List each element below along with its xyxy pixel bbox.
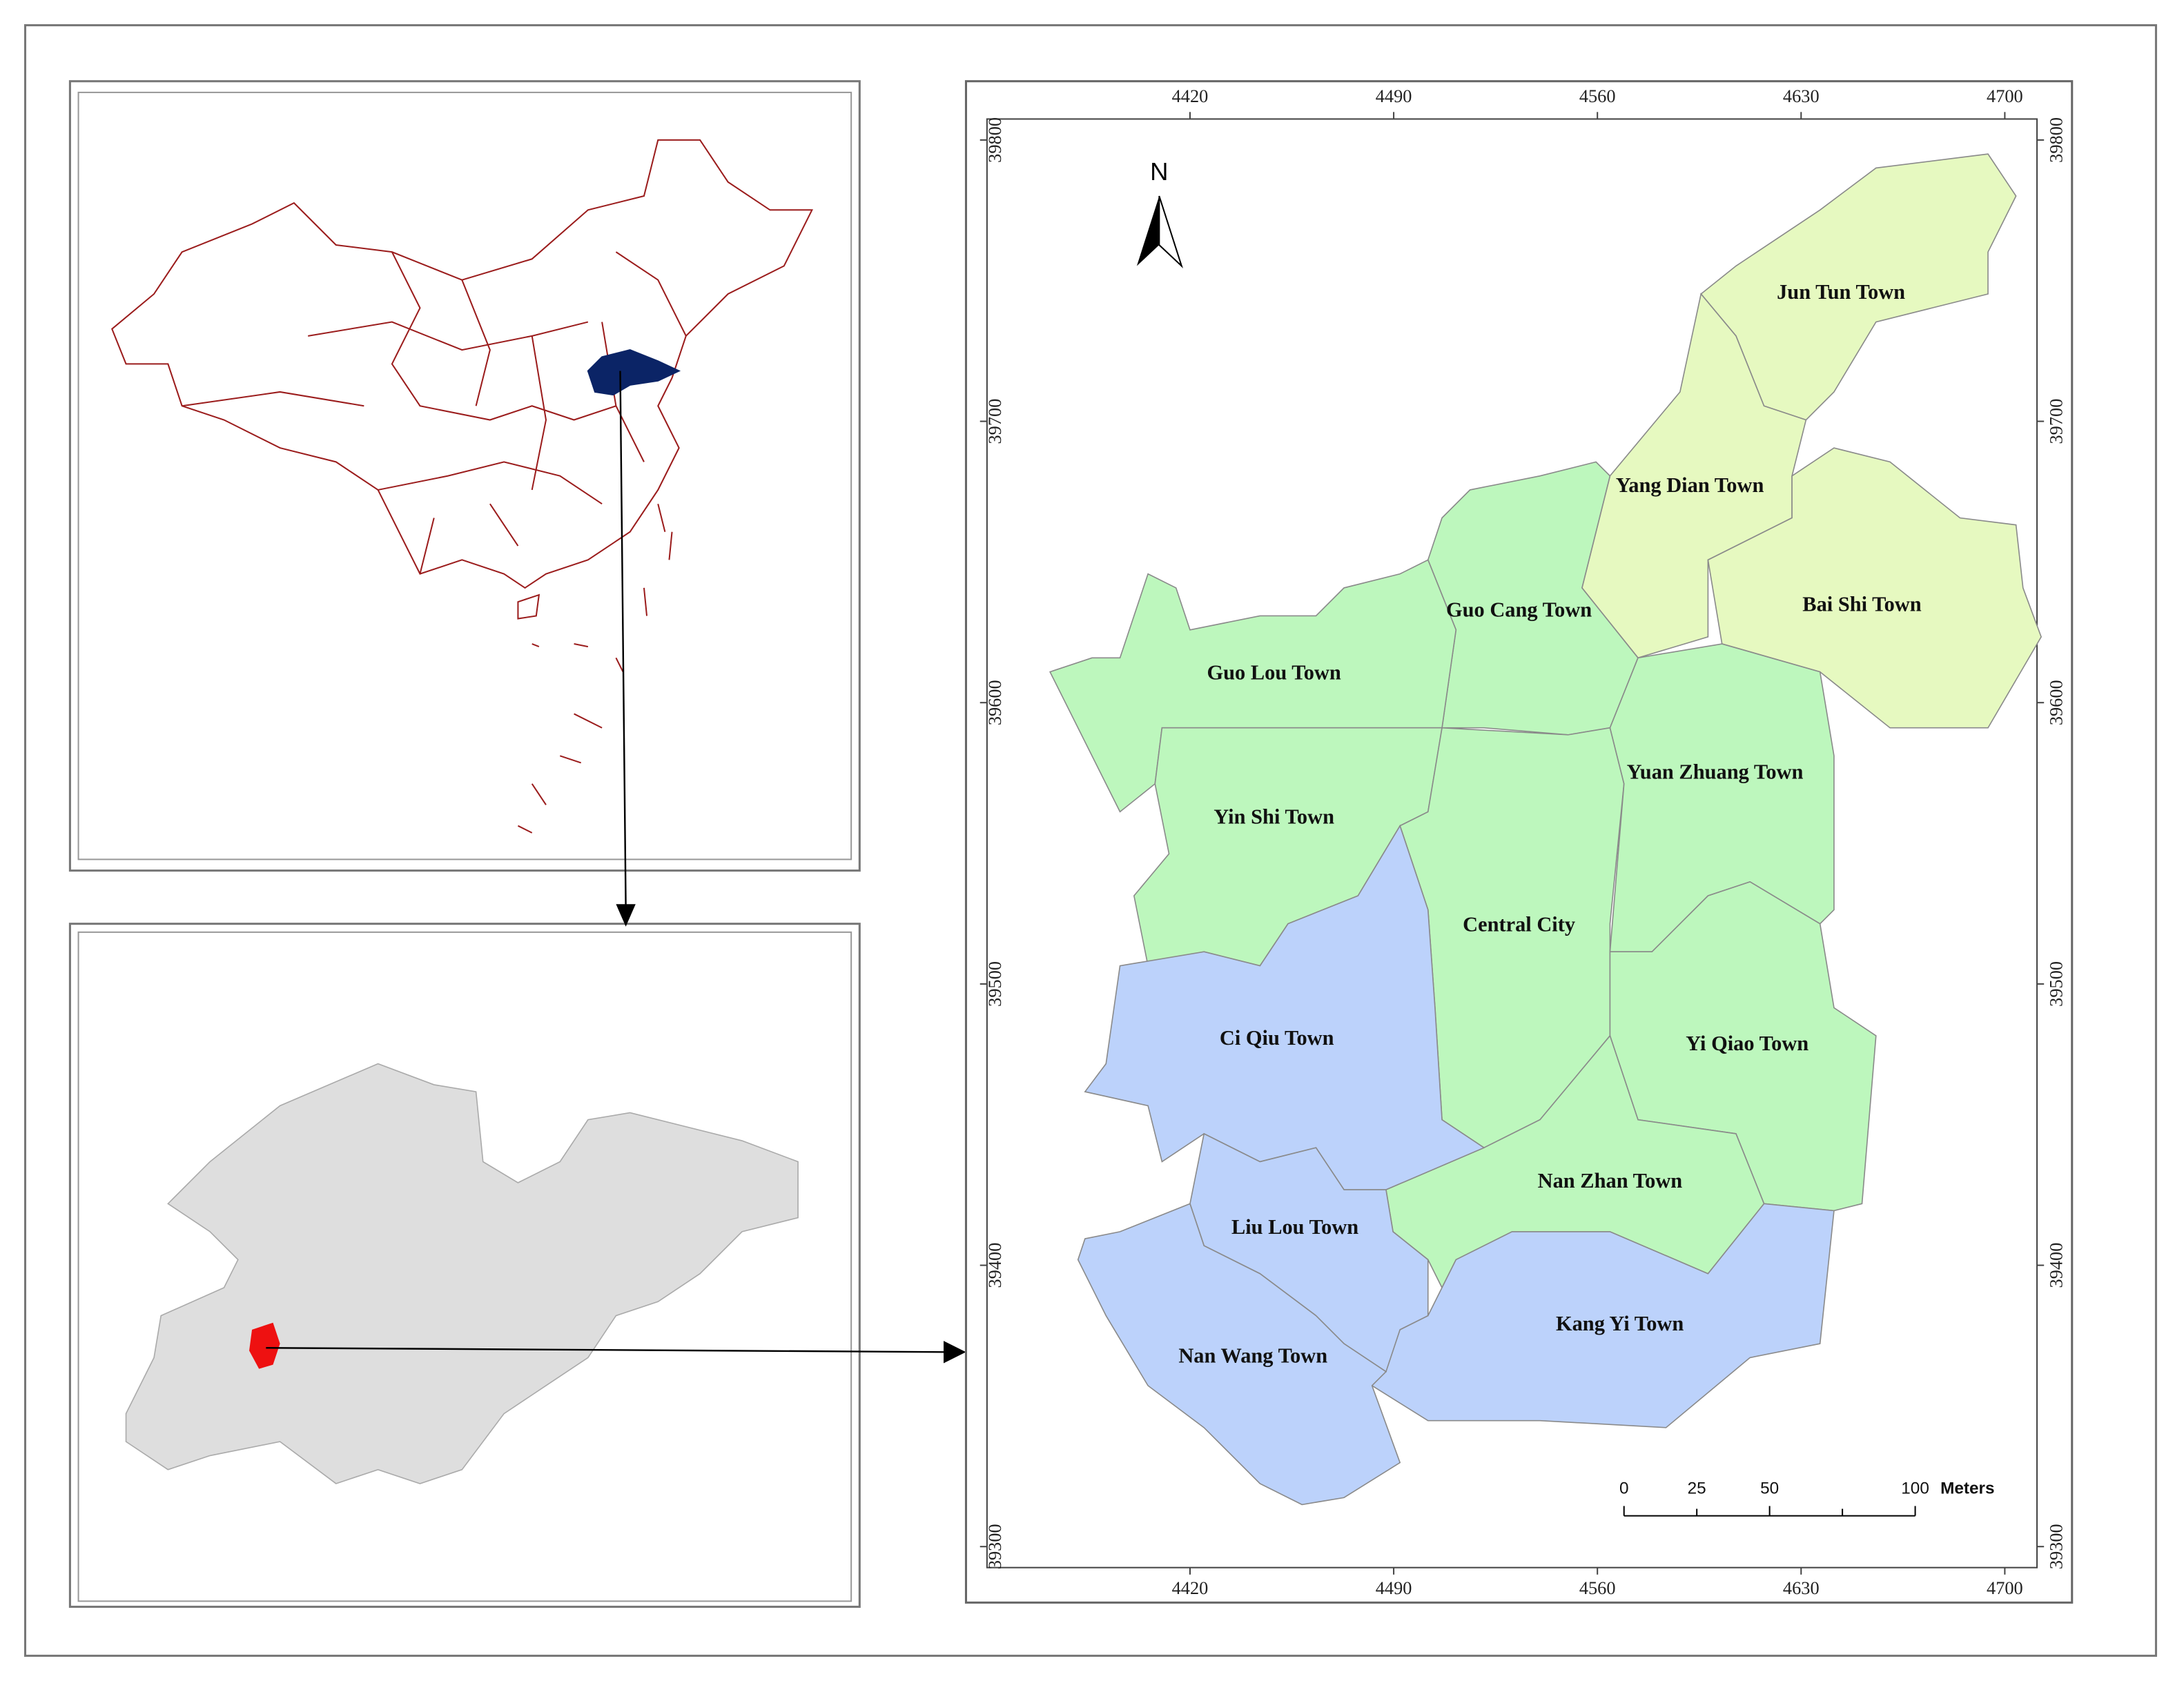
town-label: Guo Cang Town [1446, 598, 1592, 621]
x-tick-label: 4630 [1783, 1578, 1820, 1598]
china-panel [68, 80, 861, 872]
north-label: N [1150, 157, 1168, 186]
y-tick-label: 39700 [985, 399, 1005, 444]
y-tick-label: 39400 [2047, 1243, 2067, 1288]
x-tick-label: 4490 [1376, 86, 1412, 106]
town-polygons [1049, 153, 2042, 1506]
town-label: Jun Tun Town [1777, 280, 1905, 304]
town-label: Central City [1463, 913, 1575, 936]
y-tick-label: 39500 [2047, 961, 2067, 1007]
town-label: Kang Yi Town [1556, 1312, 1684, 1335]
y-tick-label: 39400 [985, 1243, 1005, 1288]
scale-label: 25 [1688, 1479, 1706, 1497]
map-frame [964, 80, 2074, 1604]
x-tick-label: 4630 [1783, 86, 1820, 106]
shandong-map [125, 1063, 799, 1484]
scale-bar: Meters [1623, 1479, 1995, 1517]
shandong-panel [68, 923, 861, 1608]
x-tick-label: 4420 [1172, 1578, 1209, 1598]
town-label: Bai Shi Town [1802, 592, 1922, 616]
x-tick-label: 4700 [1987, 86, 2023, 106]
y-tick-label: 39500 [985, 961, 1005, 1007]
shandong-highlight [587, 349, 681, 396]
y-tick-label: 39700 [2047, 399, 2067, 444]
connector-arrows [266, 371, 966, 1364]
y-tick-label: 39800 [985, 117, 1005, 163]
x-tick-label: 4420 [1172, 86, 1209, 106]
outer-frame [23, 24, 2157, 1657]
town-label: Nan Wang Town [1178, 1344, 1327, 1367]
x-tick-label: 4560 [1579, 1578, 1616, 1598]
china-outline [111, 139, 813, 589]
x-tick-label: 4490 [1376, 1578, 1412, 1598]
y-tick-label: 39300 [2047, 1524, 2067, 1569]
y-tick-label: 39800 [2047, 117, 2067, 163]
town-label: Liu Lou Town [1231, 1215, 1358, 1239]
town-label: Yin Shi Town [1213, 805, 1334, 829]
town-label: Nan Zhan Town [1538, 1169, 1683, 1192]
scale-unit: Meters [1940, 1479, 1994, 1497]
map-neatline [986, 118, 2038, 1569]
town-label: Ci Qiu Town [1220, 1026, 1334, 1050]
town-label: Yang Dian Town [1616, 473, 1764, 497]
x-tick-label: 4560 [1579, 86, 1616, 106]
scale-label: 50 [1760, 1479, 1779, 1497]
scale-label: 0 [1619, 1479, 1629, 1497]
y-tick-label: 39600 [985, 680, 1005, 725]
scale-label: 100 [1901, 1479, 1929, 1497]
town-label: Yi Qiao Town [1686, 1032, 1808, 1055]
town-label: Yuan Zhuang Town [1627, 760, 1804, 784]
y-tick-label: 39600 [2047, 680, 2067, 725]
x-tick-label: 4700 [1987, 1578, 2023, 1598]
study-area-marker [249, 1322, 280, 1369]
town-label: Guo Lou Town [1207, 661, 1340, 685]
y-tick-label: 39300 [985, 1524, 1005, 1569]
